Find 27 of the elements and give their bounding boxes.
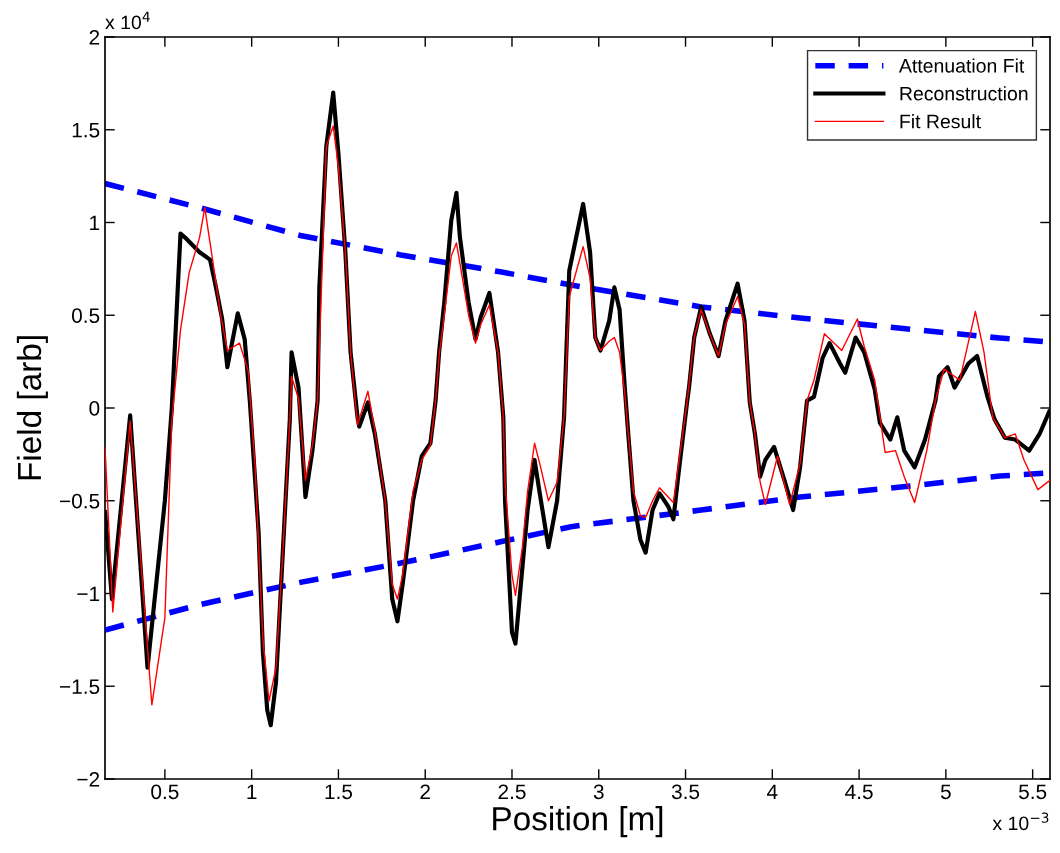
y-tick-label: −2 [77, 772, 100, 787]
y-tick-label: 1 [90, 215, 100, 231]
legend-label: Fit Result [900, 114, 981, 129]
legend-label: Attenuation Fit [898, 58, 1025, 73]
x-tick-label: 2.5 [498, 784, 526, 800]
x-tick-label: 3 [593, 784, 604, 800]
text: x 10$^{4}$ [105, 11, 150, 30]
x-tick-label: 1 [247, 784, 257, 799]
y-tick-label: 0.5 [71, 308, 100, 323]
y-tick-label: −1 [77, 586, 100, 602]
y-axis-title: Field [arb] [16, 336, 48, 480]
x-tick-label: 0.5 [151, 784, 179, 800]
x-tick-label: 5 [940, 784, 951, 800]
x-tick-label: 1.5 [325, 784, 353, 800]
x-tick-label: 4.5 [845, 784, 873, 800]
y-tick-label: −1.5 [60, 679, 100, 694]
x-tick-label: 2 [420, 784, 430, 799]
legend-label: Reconstruction [900, 86, 1028, 101]
y-tick-label: −0.5 [60, 493, 100, 509]
x-tick-label: 4 [767, 784, 778, 799]
y-tick-label: 2 [89, 30, 100, 45]
x-axis-title: Position [m] [493, 806, 663, 838]
x-tick-label: 5.5 [1019, 784, 1047, 800]
text: x 10$^{−3}$ [992, 812, 1049, 831]
x-tick-label: 3.5 [671, 784, 700, 800]
y-tick-label: 0 [89, 401, 100, 416]
y-tick-label: 1.5 [72, 122, 100, 138]
